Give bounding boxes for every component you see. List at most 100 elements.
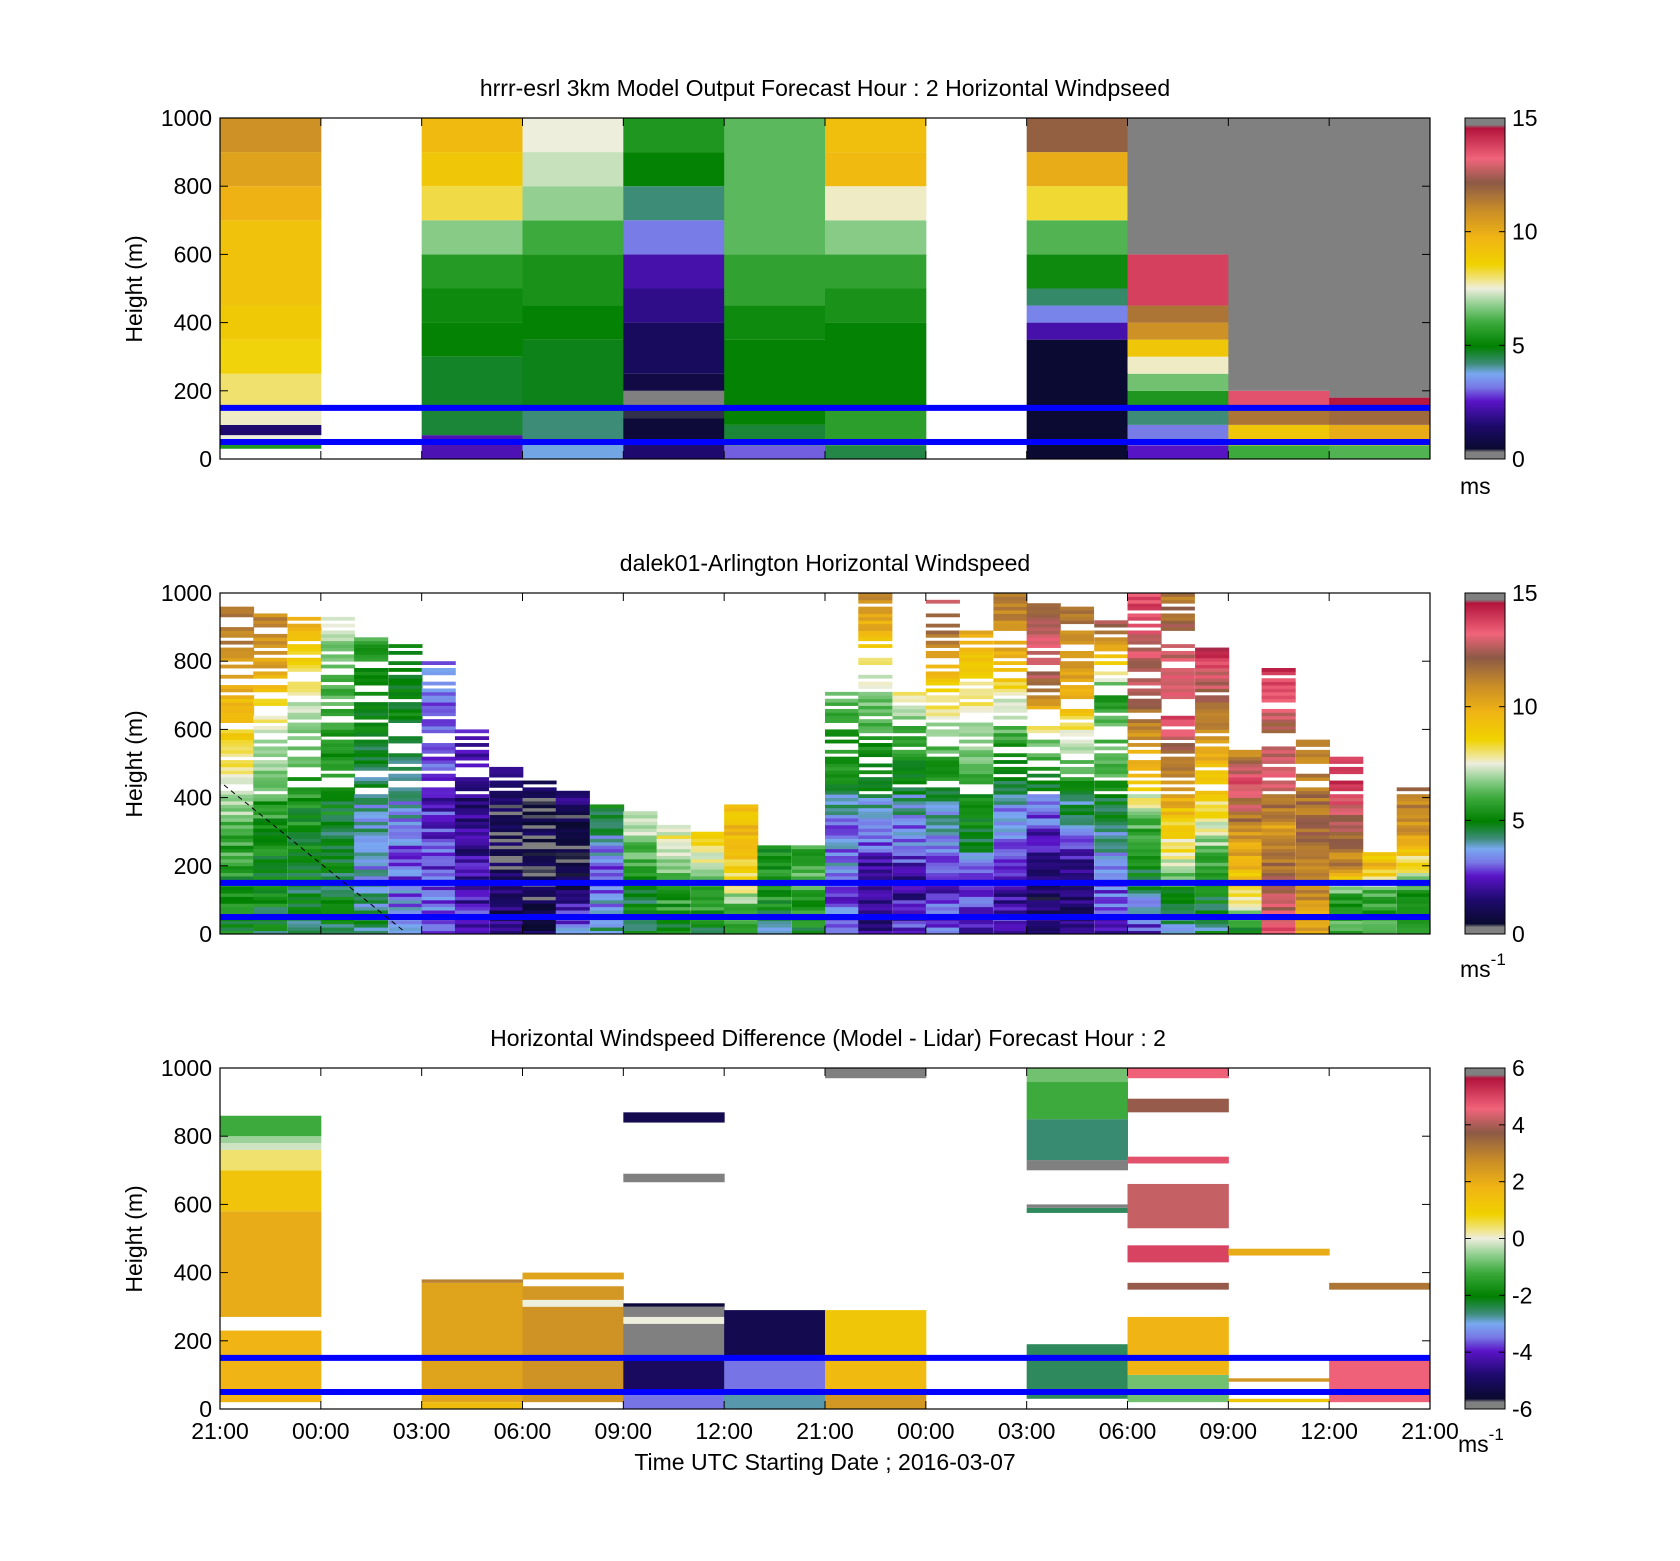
heatmap-cell	[1127, 623, 1162, 628]
heatmap-cell	[1127, 650, 1162, 655]
heatmap-cell	[1195, 674, 1230, 679]
heatmap-cell	[287, 763, 322, 768]
heatmap-cell	[1026, 152, 1128, 187]
heatmap-cell	[858, 722, 893, 727]
heatmap-cell	[1362, 920, 1397, 925]
heatmap-cell	[959, 920, 994, 925]
heatmap-cell	[825, 739, 860, 744]
heatmap-cell	[320, 688, 355, 693]
heatmap-cell	[623, 841, 658, 846]
heatmap-cell	[421, 899, 456, 904]
heatmap-cell	[1127, 852, 1162, 856]
heatmap-cell	[421, 920, 456, 925]
heatmap-cell	[354, 845, 389, 850]
heatmap-cell	[1094, 899, 1129, 904]
heatmap-cell	[1160, 876, 1195, 880]
heatmap-cell	[993, 681, 1028, 686]
heatmap-cell	[959, 845, 994, 850]
heatmap-cell	[1026, 729, 1061, 734]
heatmap-cell	[1059, 783, 1095, 788]
heatmap-cell	[959, 896, 994, 901]
heatmap-cell	[1329, 397, 1430, 408]
heatmap-cell	[1059, 889, 1095, 894]
heatmap-cell	[253, 637, 288, 642]
heatmap-cell	[993, 780, 1028, 785]
colorbar-tick-label: 10	[1512, 219, 1538, 245]
heatmap-cell	[287, 705, 322, 710]
heatmap-cell	[1059, 811, 1095, 816]
heatmap-cell	[354, 910, 389, 914]
heatmap-cell	[388, 865, 423, 870]
heatmap-cell	[590, 893, 625, 897]
heatmap-cell	[623, 855, 658, 860]
heatmap-cell	[1195, 698, 1230, 703]
heatmap-cell	[287, 668, 322, 672]
heatmap-cell	[858, 698, 893, 703]
heatmap-cell	[623, 872, 658, 877]
heatmap-cell	[320, 824, 355, 829]
heatmap-cell	[656, 862, 691, 867]
heatmap-cell	[253, 811, 288, 816]
heatmap-cell	[1160, 903, 1195, 908]
heatmap-cell	[354, 766, 389, 771]
heatmap-cell	[858, 927, 893, 931]
y-tick-label: 800	[174, 1123, 212, 1149]
y-tick-label: 200	[174, 853, 212, 879]
heatmap-cell	[388, 790, 423, 795]
heatmap-cell	[1059, 801, 1095, 805]
heatmap-cell	[489, 845, 524, 850]
heatmap-cell	[825, 824, 860, 829]
heatmap-cell	[1094, 753, 1129, 758]
heatmap-cell	[1059, 640, 1095, 645]
heatmap-cell	[1026, 753, 1061, 758]
heatmap-cell	[421, 889, 456, 894]
heatmap-cell	[1127, 760, 1162, 764]
heatmap-cell	[959, 838, 994, 843]
heatmap-cell	[253, 664, 288, 669]
heatmap-cell	[925, 893, 960, 897]
heatmap-cell	[421, 705, 456, 710]
heatmap-cell	[1059, 650, 1095, 655]
heatmap-cell	[1026, 858, 1061, 863]
heatmap-cell	[1127, 647, 1162, 652]
heatmap-cell	[354, 893, 389, 897]
heatmap-cell	[959, 753, 994, 758]
heatmap-cell	[623, 838, 658, 843]
heatmap-cell	[1160, 613, 1195, 618]
heatmap-cell	[1195, 739, 1230, 744]
heatmap-cell	[959, 654, 994, 659]
heatmap-cell	[1261, 753, 1296, 758]
heatmap-cell	[1026, 780, 1061, 785]
heatmap-cell	[253, 831, 288, 836]
heatmap-cell	[623, 862, 658, 867]
heatmap-cell	[454, 858, 490, 863]
heatmap-cell	[421, 681, 456, 686]
heatmap-cell	[220, 760, 255, 764]
heatmap-cell	[1195, 814, 1230, 819]
heatmap-cell	[354, 899, 389, 904]
heatmap-cell	[220, 862, 255, 867]
heatmap-cell	[1228, 896, 1263, 901]
heatmap-cell	[354, 801, 389, 805]
heatmap-cell	[825, 732, 860, 737]
heatmap-cell	[959, 862, 994, 867]
heatmap-cell	[590, 927, 625, 931]
heatmap-cell	[522, 920, 557, 925]
heatmap-cell	[489, 790, 524, 795]
heatmap-cell	[320, 695, 355, 700]
heatmap-cell	[993, 801, 1028, 805]
heatmap-cell	[421, 1282, 523, 1403]
heatmap-cell	[253, 661, 288, 666]
heatmap-cell	[1127, 613, 1162, 618]
heatmap-cell	[220, 739, 255, 744]
heatmap-cell	[1026, 118, 1128, 153]
heatmap-cell	[925, 698, 960, 703]
heatmap-cell	[858, 797, 893, 802]
heatmap-cell	[1094, 647, 1129, 652]
heatmap-cell	[220, 674, 255, 679]
heatmap-cell	[1160, 852, 1195, 856]
heatmap-cell	[892, 893, 927, 897]
heatmap-cell	[656, 927, 691, 931]
heatmap-cell	[1094, 640, 1129, 645]
heatmap-cell	[959, 780, 994, 785]
